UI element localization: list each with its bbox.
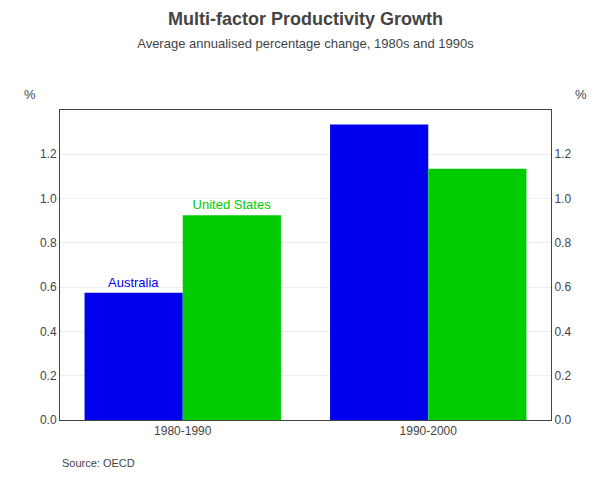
svg-text:Source: OECD: Source: OECD [62,457,135,469]
svg-text:1.0: 1.0 [554,192,571,206]
svg-text:Multi-factor Productivity Grow: Multi-factor Productivity GrowthAverage … [137,9,474,51]
svg-text:1.0: 1.0 [40,192,57,206]
svg-text:Australia: Australia [108,275,159,290]
svg-text:0.8: 0.8 [554,236,571,250]
svg-text:0.4: 0.4 [40,325,57,339]
svg-text:0.8: 0.8 [40,236,57,250]
svg-text:0.2: 0.2 [554,369,571,383]
svg-text:0.0: 0.0 [40,413,57,427]
svg-text:0.0: 0.0 [554,413,571,427]
svg-text:0.4: 0.4 [554,325,571,339]
svg-text:1980-1990: 1980-1990 [154,424,212,438]
svg-text:0.6: 0.6 [40,280,57,294]
svg-text:%: % [575,87,587,102]
svg-text:1.2: 1.2 [40,147,57,161]
svg-text:1990-2000: 1990-2000 [400,424,458,438]
svg-text:1.2: 1.2 [554,147,571,161]
svg-text:%: % [24,87,36,102]
svg-text:0.2: 0.2 [40,369,57,383]
svg-text:0.6: 0.6 [554,280,571,294]
svg-text:United States: United States [193,197,272,212]
